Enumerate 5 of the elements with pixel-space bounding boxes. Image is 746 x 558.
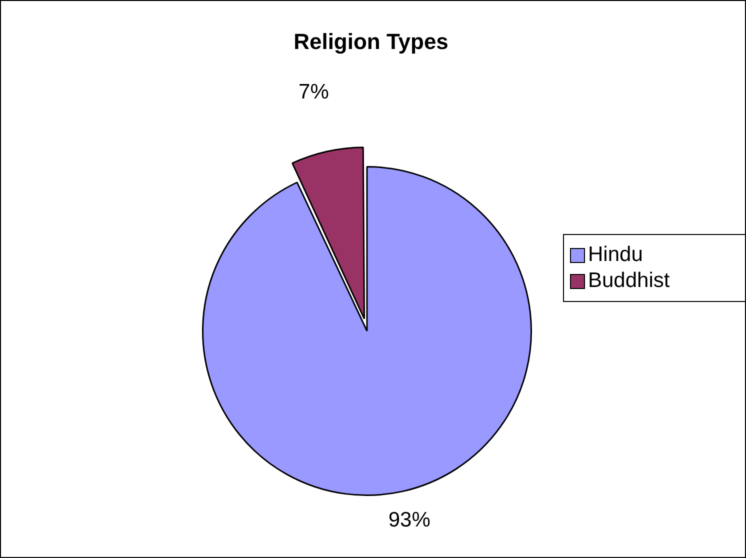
data-label: 93% [388, 508, 430, 532]
legend-label: Buddhist [588, 269, 670, 293]
legend-label: Hindu [588, 243, 643, 267]
chart-title: Religion Types [292, 29, 450, 55]
data-label: 7% [298, 80, 329, 104]
